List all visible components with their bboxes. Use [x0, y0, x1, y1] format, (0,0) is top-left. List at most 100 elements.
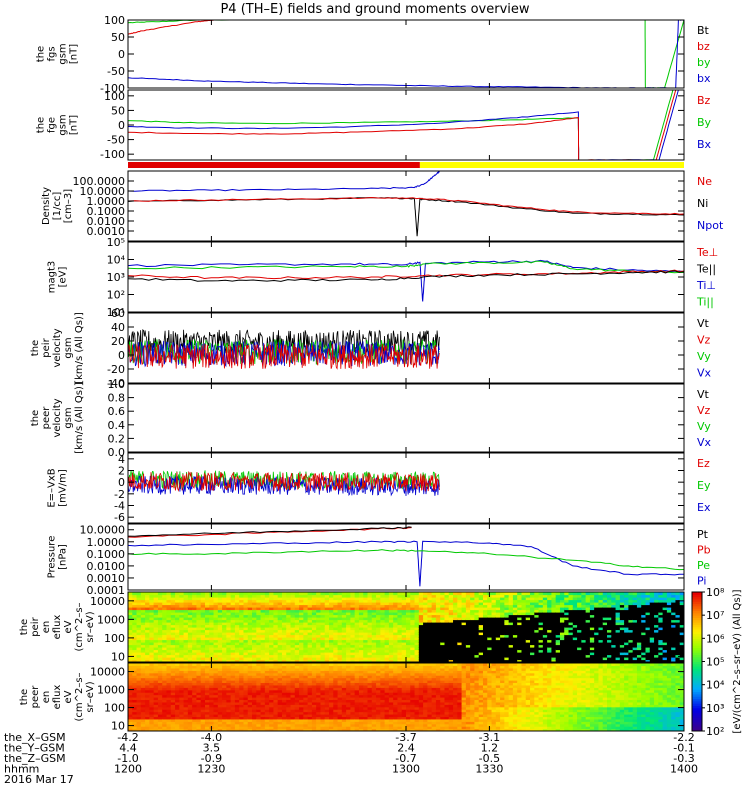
spectrogram-cell — [260, 677, 266, 681]
spectrogram-cell — [470, 614, 476, 618]
spectrogram-cell — [277, 614, 283, 618]
spectrogram-cell — [179, 647, 185, 651]
spectrogram-cell — [183, 634, 189, 638]
spectrogram-cell — [624, 632, 629, 636]
spectrogram-cell — [457, 614, 463, 618]
spectrogram-cell — [594, 617, 600, 621]
spectrogram-cell — [247, 694, 253, 698]
spectrogram-cell — [435, 657, 441, 661]
spectrogram-cell — [358, 634, 364, 638]
spectrogram-cell — [346, 624, 351, 628]
spectrogram-cell — [157, 706, 163, 710]
spectrogram-cell — [525, 652, 531, 656]
spectrogram-cell — [517, 607, 523, 611]
spectrogram-cell — [230, 667, 236, 671]
spectrogram-cell — [320, 652, 326, 656]
spectrogram-cell — [281, 675, 287, 679]
spectrogram-cell — [376, 622, 381, 626]
spectrogram-cell — [269, 728, 275, 731]
spectrogram-cell — [431, 629, 437, 633]
spectrogram-cell — [559, 624, 565, 628]
spectrogram-cell — [512, 654, 518, 658]
spectrogram-cell — [145, 594, 150, 598]
spectrogram-cell — [636, 602, 642, 606]
spectrogram-cell — [260, 617, 266, 621]
spectrogram-cell — [654, 624, 659, 628]
spectrogram-cell — [530, 599, 535, 603]
spectrogram-cell — [337, 634, 343, 638]
spectrogram-cell — [555, 597, 561, 601]
spectrogram-cell — [239, 716, 245, 720]
spectrogram-cell — [311, 617, 317, 621]
spectrogram-cell — [252, 622, 257, 626]
spectrogram-cell — [354, 599, 360, 603]
spectrogram-cell — [264, 634, 270, 638]
spectrogram-cell — [132, 692, 138, 696]
spectrogram-cell — [153, 663, 159, 667]
spectrogram-cell — [311, 619, 317, 623]
spectrogram-cell — [145, 672, 150, 676]
spectrogram-cell — [269, 692, 275, 696]
spectrogram-cell — [140, 627, 146, 631]
spectrogram-cell — [140, 687, 146, 691]
spectrogram-cell — [277, 612, 283, 616]
spectrogram-cell — [187, 617, 193, 621]
spectrogram-cell — [145, 659, 150, 662]
spectrogram-cell — [453, 609, 458, 613]
spectrogram-cell — [542, 609, 548, 613]
spectrogram-cell — [209, 684, 215, 688]
spectrogram-cell — [260, 704, 266, 708]
spectrogram-cell — [252, 714, 257, 718]
spectrogram-cell — [341, 652, 347, 656]
spectrogram-cell — [260, 728, 266, 731]
spectrogram-cell — [568, 629, 574, 633]
spectrogram-cell — [671, 609, 677, 613]
spectrogram-cell — [611, 642, 617, 646]
spectrogram-cell — [444, 634, 450, 638]
y-tick-label: 50 — [111, 31, 125, 44]
spectrogram-cell — [269, 718, 275, 722]
spectrogram-cell — [658, 637, 664, 641]
spectrogram-cell — [666, 659, 672, 662]
spectrogram-cell — [260, 687, 266, 691]
spectrogram-cell — [311, 649, 317, 653]
spectrogram-cell — [290, 659, 296, 662]
spectrogram-cell — [230, 706, 236, 710]
spectrogram-cell — [217, 659, 223, 662]
spectrogram-cell — [581, 654, 587, 658]
spectrogram-cell — [213, 667, 219, 671]
legend-entry: Vt — [697, 388, 710, 401]
spectrogram-cell — [380, 614, 386, 618]
spectrogram-cell — [136, 637, 142, 641]
spectrogram-cell — [589, 639, 595, 643]
spectrogram-cell — [675, 592, 681, 596]
spectrogram-cell — [324, 602, 330, 606]
spectrogram-cell — [384, 644, 390, 648]
spectrogram-cell — [149, 642, 155, 646]
spectrogram-cell — [132, 614, 138, 618]
spectrogram-cell — [286, 726, 292, 730]
spectrogram-cell — [192, 704, 198, 708]
spectrogram-cell — [358, 604, 364, 608]
spectrogram-cell — [307, 599, 313, 603]
spectrogram-cell — [256, 659, 262, 662]
spectrogram-cell — [140, 684, 146, 688]
spectrogram-cell — [615, 609, 621, 613]
spectrogram-cell — [234, 704, 240, 708]
spectrogram-cell — [286, 699, 292, 703]
spectrogram-cell — [200, 607, 206, 611]
spectrogram-cell — [247, 657, 253, 661]
spectrogram-cell — [234, 592, 240, 596]
spectrogram-cell — [239, 718, 245, 722]
spectrogram-cell — [577, 622, 582, 626]
spectrogram-cell — [294, 709, 300, 713]
series-line-density — [128, 196, 684, 215]
spectrogram-cell — [337, 609, 343, 613]
spectrogram-cell — [624, 602, 629, 606]
spectrogram-cell — [641, 627, 647, 631]
spectrogram-cell — [457, 654, 463, 658]
spectrogram-cell — [461, 644, 467, 648]
spectrogram-cell — [281, 632, 287, 636]
legend-entry: Ex — [697, 501, 711, 514]
spectrogram-cell — [136, 622, 142, 626]
